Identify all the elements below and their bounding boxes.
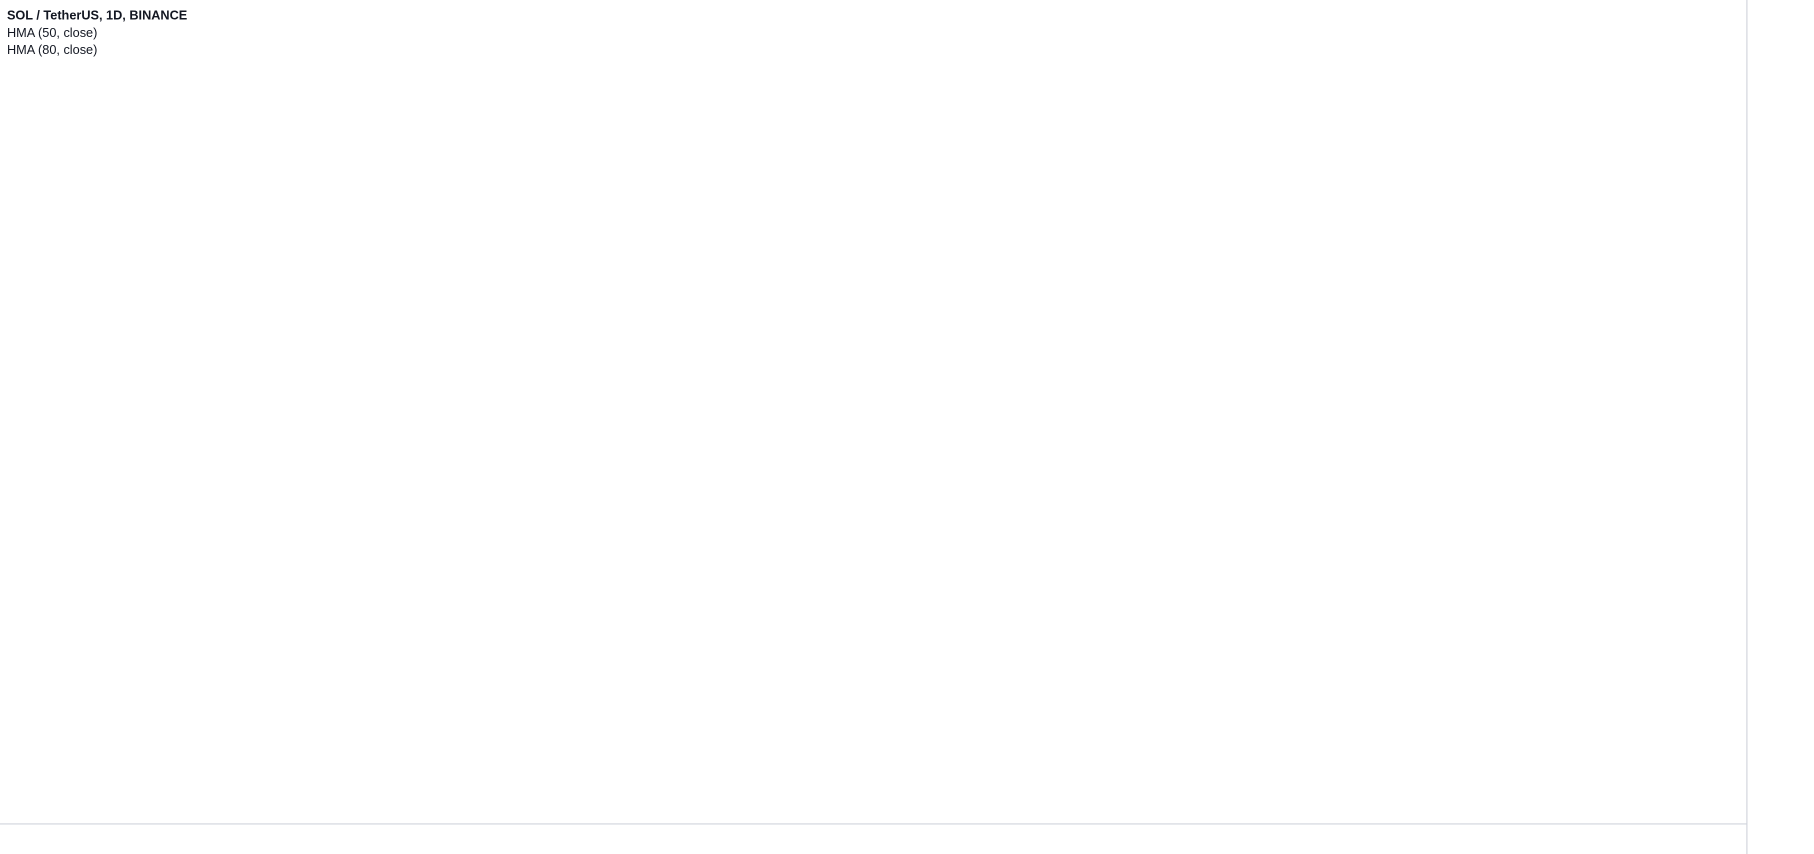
legend-entry: HMA (80, close) xyxy=(7,42,97,57)
legend-entry: HMA (50, close) xyxy=(7,25,97,40)
time-axis-bg xyxy=(0,823,1747,854)
chart-title: SOL / TetherUS, 1D, BINANCE xyxy=(7,8,187,23)
price-axis-bg xyxy=(1746,0,1814,854)
